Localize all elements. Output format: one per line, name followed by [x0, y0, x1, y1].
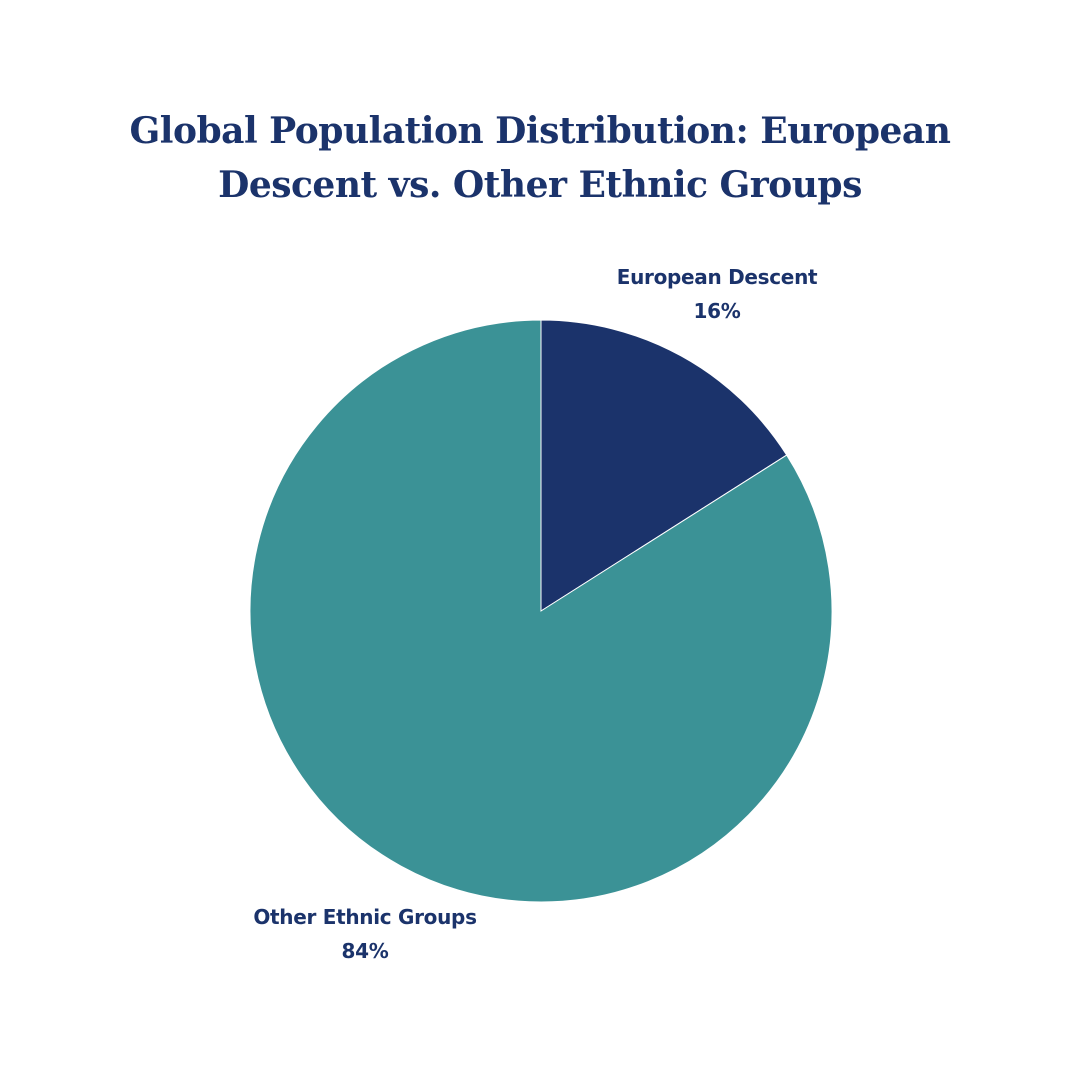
slice-value-other-ethnic-groups: 84%: [341, 939, 389, 963]
pie-slices: [249, 319, 833, 903]
pie-slice-european-descent: [540, 319, 788, 612]
slice-label-european-descent: European Descent 16%: [537, 260, 897, 328]
slice-name-other-ethnic-groups: Other Ethnic Groups: [253, 905, 477, 929]
chart-title: Global Population Distribution: European…: [129, 110, 951, 206]
slice-name-european-descent: European Descent: [616, 265, 818, 289]
slice-value-european-descent: 16%: [693, 299, 741, 323]
pie-slice-other-ethnic-groups: [249, 319, 833, 903]
slice-label-other-ethnic-groups: Other Ethnic Groups 84%: [185, 900, 545, 968]
